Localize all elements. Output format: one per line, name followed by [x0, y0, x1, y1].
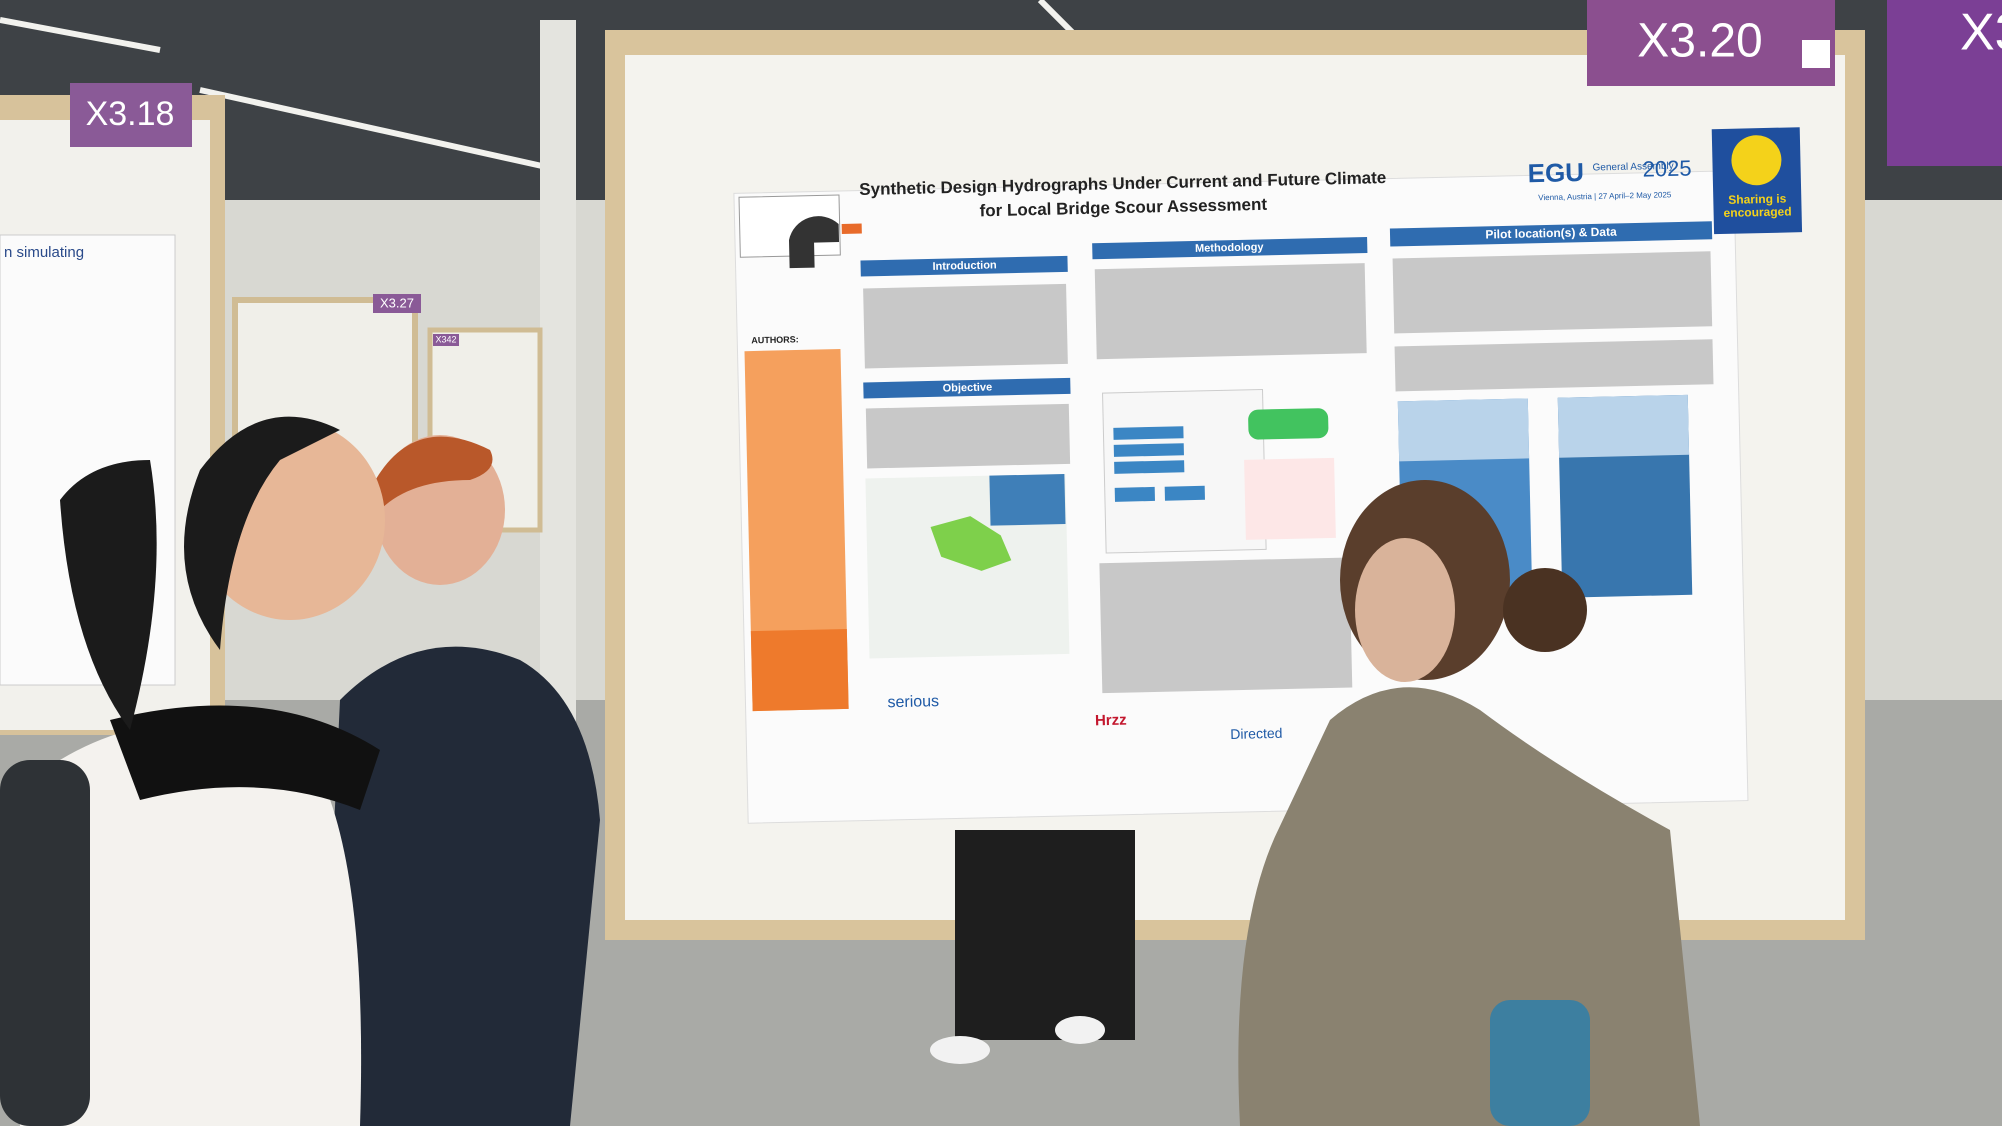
- section-header: [1092, 237, 1368, 260]
- sign-label: X3: [1960, 4, 2002, 62]
- authors-column: [744, 349, 849, 712]
- footer-logo: Hrzz: [1095, 712, 1127, 730]
- section-header: [1389, 221, 1713, 247]
- sign: [433, 334, 459, 346]
- sign: [373, 294, 421, 313]
- poster: Synthetic Design Hydrographs Under Curre…: [733, 127, 1803, 824]
- photo-inset: [989, 473, 1066, 526]
- camera-icon: [1731, 135, 1782, 186]
- section-header: [863, 377, 1071, 399]
- shape: [955, 830, 1135, 1040]
- egu-place: Vienna, Austria | 27 April–2 May 2025: [1538, 190, 1672, 202]
- shape: [865, 403, 1071, 469]
- shape: [320, 646, 600, 1126]
- shape: [1114, 460, 1185, 474]
- shape: [863, 283, 1068, 369]
- sign: [1587, 0, 1835, 86]
- egu-logo: EGU: [1527, 157, 1584, 188]
- qr-code: [1802, 40, 1830, 68]
- sign: [1887, 0, 2002, 166]
- flowchart-analysis: [1244, 457, 1336, 540]
- section-title: Methodology: [1195, 241, 1265, 255]
- shape: [1355, 538, 1455, 682]
- shape: [1394, 339, 1714, 392]
- shape: [1392, 251, 1713, 334]
- sky: [1557, 394, 1690, 458]
- sign-label: X342: [435, 334, 456, 344]
- flowchart-model: [1248, 408, 1329, 440]
- croatia-map: [930, 516, 1012, 571]
- shape: [60, 460, 157, 730]
- shape: [199, 87, 561, 173]
- section-header: [860, 255, 1068, 277]
- flowchart-boxes: [1113, 426, 1205, 502]
- sign-label: X3.18: [86, 95, 175, 133]
- person-middle: [320, 435, 600, 1126]
- shape: [1113, 443, 1184, 457]
- sign-label: X3.27: [380, 295, 414, 310]
- shape: [0, 760, 90, 1126]
- shape: [1114, 486, 1155, 502]
- logo: [788, 216, 840, 269]
- acknowledgement: [750, 628, 849, 712]
- sharing-text: Sharing is encouraged: [1723, 192, 1792, 220]
- body-text: [863, 251, 1714, 694]
- shape: [15, 720, 362, 1126]
- shape: [1094, 263, 1367, 360]
- section-title: Pilot location(s) & Data: [1485, 225, 1617, 242]
- person-right: [1238, 480, 1700, 1126]
- section-title: Objective: [942, 382, 992, 395]
- left-poster-heading: n simulating: [4, 244, 84, 261]
- shape: [1055, 1016, 1105, 1044]
- shape: [1490, 1000, 1590, 1126]
- sharing-box: Sharing is encouraged: [1723, 192, 1792, 220]
- person-left: [0, 416, 385, 1126]
- shape: [1503, 568, 1587, 652]
- shape: [930, 1036, 990, 1064]
- shape: [110, 705, 380, 810]
- footer-logo: Directed: [1230, 725, 1282, 742]
- sign-label: X3.20: [1637, 15, 1762, 68]
- sign: [70, 83, 192, 147]
- sky: [1397, 398, 1530, 462]
- shape: [1164, 485, 1205, 501]
- egu-sub: General Assembly: [1592, 161, 1673, 174]
- shape: [0, 17, 161, 53]
- egu-year: 2025: [1642, 155, 1692, 181]
- shape: [1113, 426, 1184, 440]
- person-background: [930, 830, 1135, 1064]
- authors-heading: AUTHORS:: [751, 334, 799, 345]
- logo: [841, 223, 862, 234]
- shape: [1099, 557, 1353, 694]
- shape: [184, 416, 340, 650]
- section-title: Introduction: [932, 259, 997, 272]
- footer-logo: serious: [887, 693, 939, 711]
- pillar: [540, 20, 576, 740]
- shape: [370, 436, 493, 510]
